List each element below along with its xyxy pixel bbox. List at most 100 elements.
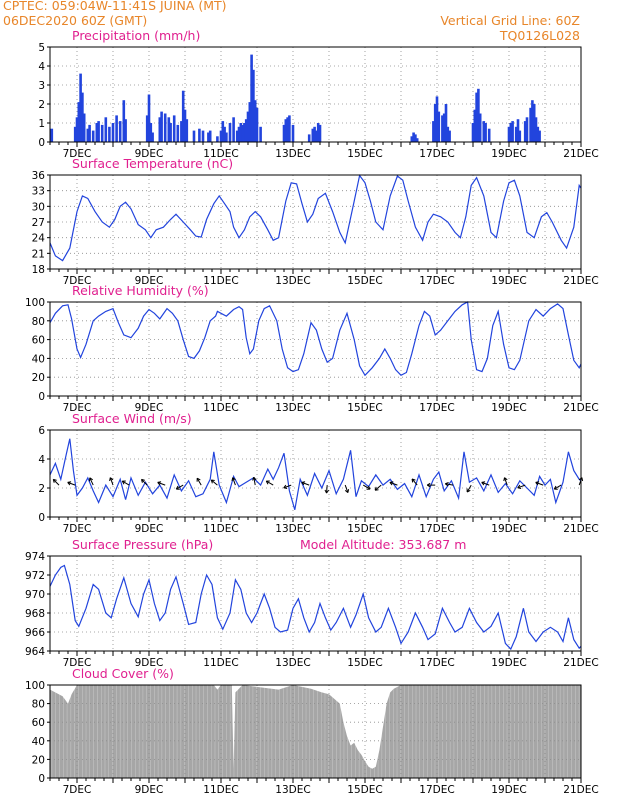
- precip-bar: [523, 121, 527, 142]
- header-code: TQ0126L028: [499, 28, 580, 43]
- y-tick-label: 33: [32, 186, 45, 198]
- wind-arrow-head: [344, 490, 349, 493]
- x-tick-label: 19DEC: [491, 148, 526, 160]
- x-tick-label: 17DEC: [419, 402, 454, 414]
- x-tick-label: 17DEC: [419, 784, 454, 796]
- x-tick-label: 13DEC: [275, 402, 310, 414]
- y-tick-label: 0: [38, 512, 45, 524]
- precip-bar: [169, 123, 172, 142]
- wind-arrow-head: [265, 480, 269, 485]
- wind-arrow: [283, 484, 292, 489]
- header-grid-note: Vertical Grid Line: 60Z: [440, 13, 580, 28]
- precip-bar: [100, 124, 104, 142]
- precip-bar: [82, 113, 86, 142]
- y-tick-label: 5: [38, 42, 45, 54]
- wind-arrow-head: [301, 481, 306, 483]
- wind-arrow-head: [67, 481, 72, 483]
- y-tick-label: 0: [38, 391, 45, 403]
- precip-bar: [259, 126, 262, 142]
- wind-arrow-head: [347, 489, 350, 493]
- precip-bar: [248, 102, 252, 142]
- wind-arrow-head: [283, 487, 288, 489]
- precip-bar: [437, 111, 441, 142]
- wind-arrow: [266, 480, 274, 486]
- precip-bar: [410, 136, 414, 142]
- precip-bar: [216, 136, 219, 142]
- y-tick-label: 972: [25, 570, 45, 582]
- y-tick-label: 60: [32, 335, 45, 347]
- x-tick-label: 21DEC: [563, 523, 598, 535]
- wind-arrow: [109, 477, 114, 486]
- y-tick-label: 100: [25, 297, 45, 309]
- wind-arrow: [157, 481, 166, 486]
- x-tick-label: 17DEC: [419, 275, 454, 287]
- y-tick-label: 60: [32, 717, 45, 729]
- precip-bar: [435, 96, 439, 142]
- y-tick-label: 80: [32, 316, 45, 328]
- precip-bar: [482, 121, 486, 142]
- precip-bar: [412, 132, 415, 142]
- wind-arrow-head: [231, 477, 234, 482]
- cloud-cover-area: [50, 685, 581, 778]
- wind-arrow: [504, 477, 508, 486]
- wind-arrow-head: [503, 477, 505, 482]
- plot-frame: [49, 174, 582, 270]
- series-line: [49, 438, 582, 510]
- precip-bar: [531, 100, 534, 142]
- x-tick-label: 17DEC: [419, 148, 454, 160]
- x-tick-label: 11DEC: [203, 148, 238, 160]
- precip-bar: [448, 130, 451, 142]
- precip-bar: [534, 117, 538, 142]
- precip-bar: [473, 109, 477, 142]
- wind-arrow: [517, 484, 526, 489]
- precip-bar: [223, 126, 226, 142]
- precip-bar: [180, 121, 183, 142]
- y-tick-label: 18: [32, 264, 45, 276]
- precip-bar: [442, 113, 446, 142]
- plot-frame: [49, 301, 582, 397]
- wind-arrow-head: [426, 482, 431, 486]
- precip-bar: [151, 132, 154, 142]
- wind-arrow-head: [481, 481, 486, 483]
- x-tick-label: 15DEC: [347, 657, 382, 669]
- precip-bar: [471, 123, 475, 142]
- x-tick-label: 13DEC: [275, 657, 310, 669]
- wind-arrow: [389, 481, 398, 486]
- y-tick-label: 4: [38, 454, 45, 466]
- wind-arrow-head: [89, 477, 93, 481]
- wind-arrow: [52, 479, 60, 486]
- x-tick-label: 15DEC: [347, 784, 382, 796]
- precip-bar: [514, 126, 518, 142]
- precip-bar: [86, 128, 90, 142]
- precip-bar: [311, 128, 315, 142]
- wind-arrow-head: [67, 482, 71, 486]
- precip-bar: [318, 124, 322, 142]
- panel-title: Surface Wind (m/s): [72, 411, 192, 426]
- precip-bar: [160, 111, 163, 142]
- precip-bar: [201, 130, 205, 142]
- series-line: [49, 301, 582, 377]
- y-tick-label: 100: [25, 680, 45, 692]
- precip-bar: [88, 124, 91, 142]
- precip-bar: [181, 90, 185, 142]
- wind-arrow: [554, 484, 562, 490]
- wind-arrow-head: [411, 478, 414, 483]
- precip-bar: [95, 123, 99, 142]
- x-tick-label: 7DEC: [63, 402, 92, 414]
- precip-bar: [111, 123, 115, 142]
- y-tick-label: 970: [25, 589, 45, 601]
- precip-bar: [149, 123, 153, 142]
- wind-arrow-head: [581, 477, 584, 482]
- precip-bar: [525, 117, 529, 142]
- x-tick-label: 9DEC: [135, 275, 164, 287]
- precip-bar: [50, 128, 54, 142]
- x-tick-label: 15DEC: [347, 148, 382, 160]
- precip-bar: [250, 54, 253, 142]
- precip-bar: [433, 104, 437, 142]
- precip-bar: [441, 115, 444, 142]
- y-tick-label: 36: [32, 170, 46, 182]
- x-tick-label: 17DEC: [419, 523, 454, 535]
- x-tick-label: 15DEC: [347, 523, 382, 535]
- precip-bar: [246, 111, 250, 142]
